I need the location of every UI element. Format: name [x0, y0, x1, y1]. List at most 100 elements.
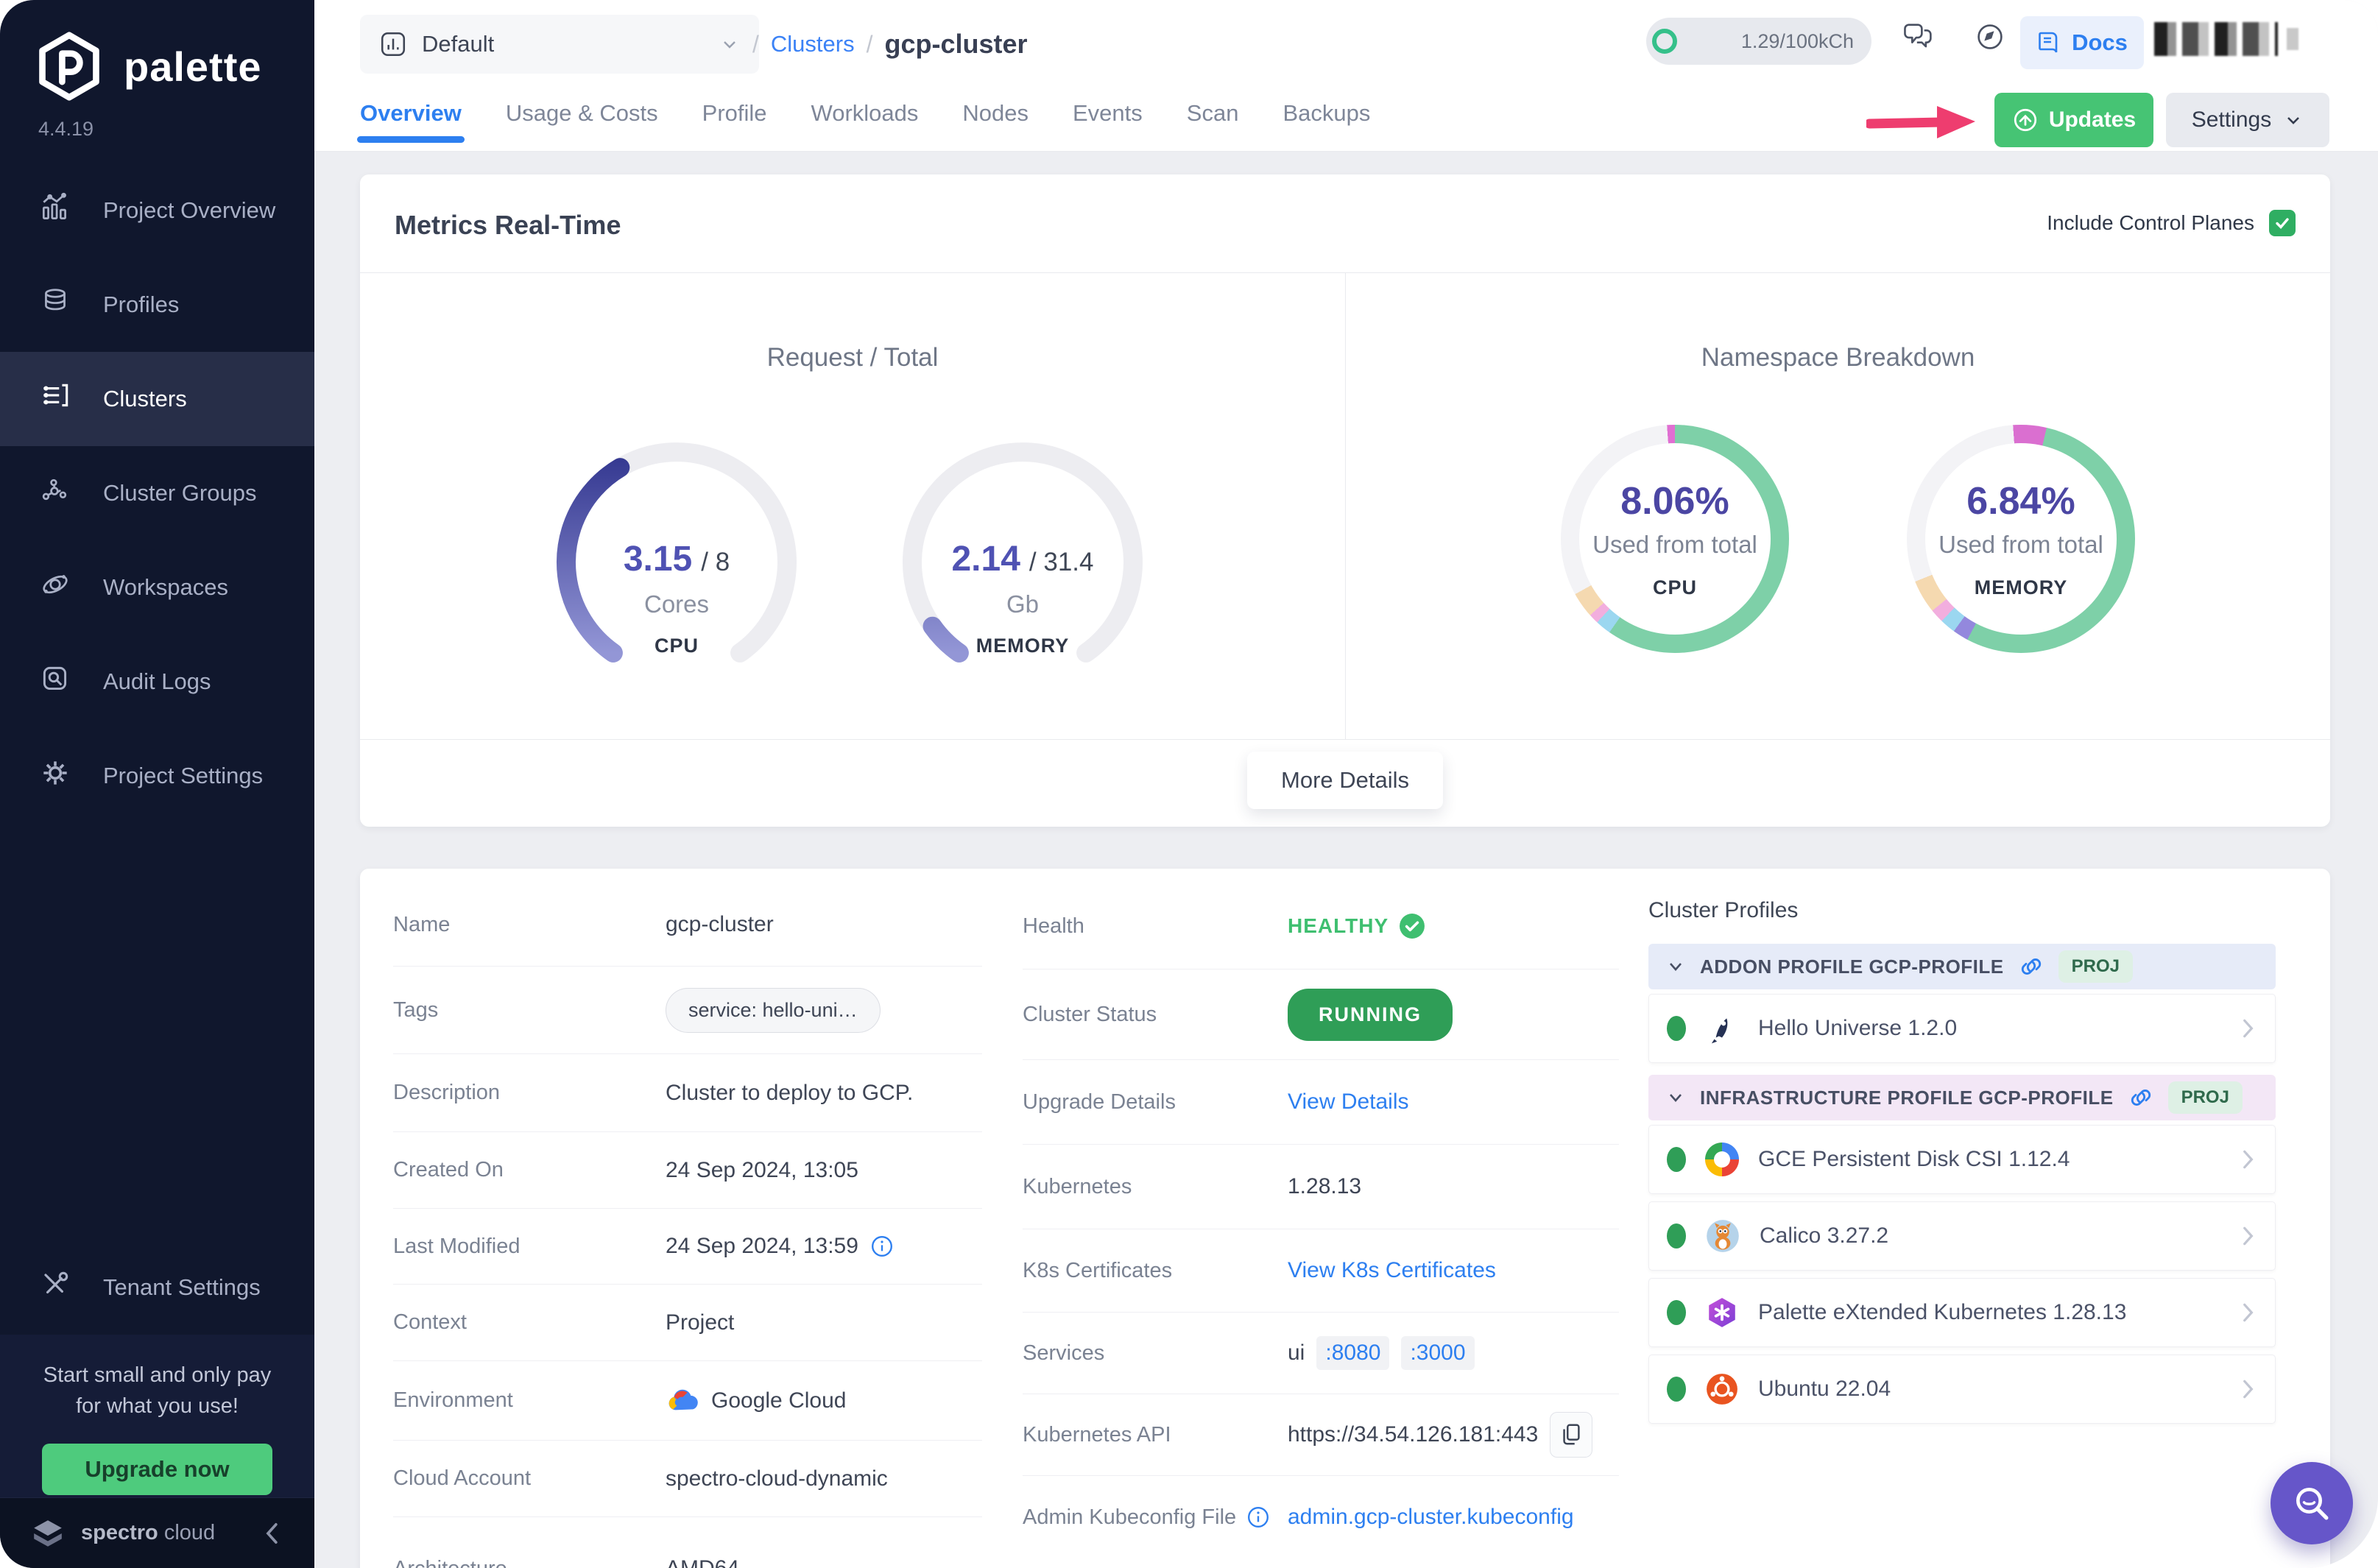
footer-brand: spectro cloud — [81, 1521, 215, 1545]
tab-usage-costs[interactable]: Usage & Costs — [505, 100, 658, 126]
project-selector[interactable]: Default — [360, 15, 759, 74]
detail-label: Cluster Status — [1023, 1002, 1157, 1026]
settings-label: Settings — [2191, 107, 2272, 132]
chevron-right-icon — [2238, 1148, 2257, 1170]
profile-layer-ubuntu[interactable]: Ubuntu 22.04 — [1648, 1355, 2276, 1424]
cpu-gauge: 3.15 / 8 Cores CPU — [551, 437, 802, 688]
detail-row-cloud-account: Cloud Account spectro-cloud-dynamic — [393, 1441, 982, 1517]
gce-disk-logo — [1705, 1143, 1739, 1176]
tab-profile[interactable]: Profile — [702, 100, 767, 126]
detail-row-cluster-status: Cluster Status RUNNING — [1023, 970, 1619, 1060]
memory-donut-label: MEMORY — [1974, 576, 2068, 598]
palette-logo: palette — [34, 31, 262, 102]
profile-layer-name: Hello Universe 1.2.0 — [1758, 1016, 1958, 1040]
sidebar-item-label: Project Settings — [103, 763, 264, 788]
detail-label: Context — [393, 1310, 467, 1334]
profile-layer-gce-csi[interactable]: GCE Persistent Disk CSI 1.12.4 — [1648, 1125, 2276, 1194]
chevron-down-icon — [2287, 117, 2300, 124]
service-port-link[interactable]: :3000 — [1401, 1336, 1475, 1370]
detail-label: Name — [393, 912, 451, 936]
details-status-column: Health HEALTHY Cluster Status RUNNING Up… — [1023, 883, 1619, 1558]
project-selector-value: Default — [422, 31, 495, 57]
tools-icon — [38, 1268, 72, 1307]
include-control-planes-checkbox[interactable] — [2269, 210, 2296, 236]
service-port-link[interactable]: :8080 — [1316, 1336, 1390, 1370]
search-fab[interactable] — [2271, 1462, 2353, 1544]
profile-layer-name: Ubuntu 22.04 — [1758, 1377, 1891, 1401]
memory-gauge: 2.14 / 31.4 Gb MEMORY — [897, 437, 1148, 688]
profile-layer-pxk[interactable]: Palette eXtended Kubernetes 1.28.13 — [1648, 1278, 2276, 1347]
link-icon[interactable] — [2128, 1085, 2153, 1110]
breadcrumb-clusters-link[interactable]: Clusters — [770, 31, 855, 57]
updates-label: Updates — [2048, 107, 2137, 132]
sidebar-item-cluster-groups[interactable]: Cluster Groups — [0, 446, 314, 540]
health-status-text: HEALTHY — [1288, 914, 1389, 937]
view-details-link[interactable]: View Details — [1288, 1090, 1409, 1114]
cpu-gauge-value: 3.15 / 8 — [551, 539, 802, 579]
sidebar-item-profiles[interactable]: Profiles — [0, 258, 314, 352]
kubeconfig-download-link[interactable]: admin.gcp-cluster.kubeconfig — [1288, 1505, 1574, 1529]
sidebar-item-label: Tenant Settings — [103, 1274, 261, 1300]
sidebar-item-label: Profiles — [103, 292, 180, 317]
detail-value: Cluster to deploy to GCP. — [666, 1080, 914, 1105]
sidebar-item-project-overview[interactable]: Project Overview — [0, 163, 314, 258]
docs-button[interactable]: Docs — [2020, 16, 2144, 69]
tab-nodes[interactable]: Nodes — [962, 100, 1029, 126]
sidebar-item-tenant-settings[interactable]: Tenant Settings — [0, 1240, 314, 1335]
detail-label: Tags — [393, 997, 439, 1022]
healthy-check-icon — [1400, 914, 1425, 939]
sidebar-item-project-settings[interactable]: Project Settings — [0, 729, 314, 823]
sidebar-item-label: Clusters — [103, 386, 187, 412]
cluster-profiles-panel: Cluster Profiles ADDON PROFILE GCP-PROFI… — [1648, 898, 2276, 1431]
usage-quota-pill[interactable]: 1.29/100kCh — [1646, 18, 1871, 65]
status-dot — [1667, 1300, 1686, 1325]
infrastructure-profile-header[interactable]: INFRASTRUCTURE PROFILE GCP-PROFILE PROJ — [1648, 1075, 2276, 1120]
footer-brand-bold: spectro — [81, 1521, 158, 1544]
cpu-request-value: 3.15 — [623, 540, 693, 579]
sidebar-item-clusters[interactable]: Clusters — [0, 352, 314, 446]
detail-label: Admin Kubeconfig File — [1023, 1505, 1237, 1529]
collapse-sidebar-icon[interactable] — [261, 1521, 283, 1546]
chat-icon[interactable] — [1901, 21, 1936, 53]
memory-used-percent: 6.84% — [1966, 479, 2075, 523]
copy-icon — [1563, 1424, 1580, 1445]
profile-layer-hello-universe[interactable]: Hello Universe 1.2.0 — [1648, 994, 2276, 1063]
profile-layer-calico[interactable]: Calico 3.27.2 — [1648, 1201, 2276, 1271]
palette-hexagon-icon — [39, 32, 99, 101]
tab-events[interactable]: Events — [1073, 100, 1143, 126]
servers-icon — [38, 379, 72, 419]
settings-button[interactable]: Settings — [2166, 93, 2329, 147]
status-dot — [1667, 1223, 1686, 1249]
info-icon[interactable] — [1246, 1505, 1270, 1529]
view-k8s-certificates-link[interactable]: View K8s Certificates — [1288, 1258, 1496, 1282]
detail-label: Environment — [393, 1388, 513, 1412]
sidebar-item-workspaces[interactable]: Workspaces — [0, 540, 314, 635]
more-details-button[interactable]: More Details — [1247, 752, 1443, 809]
memory-request-value: 2.14 — [951, 540, 1020, 579]
profile-layer-name: Palette eXtended Kubernetes 1.28.13 — [1758, 1300, 2127, 1324]
tab-overview[interactable]: Overview — [357, 100, 465, 143]
sidebar-item-audit-logs[interactable]: Audit Logs — [0, 635, 314, 729]
detail-label: Kubernetes API — [1023, 1422, 1171, 1447]
tag-pill[interactable]: service: hello-uni… — [666, 987, 881, 1033]
detail-row-upgrade-details: Upgrade Details View Details — [1023, 1060, 1619, 1145]
kubernetes-api-url: https://34.54.126.181:443 — [1288, 1422, 1539, 1447]
tab-workloads[interactable]: Workloads — [811, 100, 919, 126]
nodes-icon — [38, 473, 72, 513]
scope-badge: PROJ — [2058, 950, 2133, 983]
detail-value: Google Cloud — [711, 1388, 847, 1413]
footer-brand-light: cloud — [163, 1521, 216, 1544]
user-name-redacted[interactable] — [2154, 22, 2298, 56]
link-icon[interactable] — [2019, 954, 2044, 979]
updates-button[interactable]: Updates — [1994, 93, 2153, 147]
search-icon — [2296, 1488, 2329, 1520]
upgrade-now-button[interactable]: Upgrade now — [42, 1444, 272, 1495]
detail-row-created-on: Created On 24 Sep 2024, 13:05 — [393, 1132, 982, 1209]
tab-backups[interactable]: Backups — [1283, 100, 1371, 126]
addon-profile-header[interactable]: ADDON PROFILE GCP-PROFILE PROJ — [1648, 944, 2276, 989]
status-dot — [1667, 1016, 1686, 1041]
compass-icon[interactable] — [1974, 21, 2006, 53]
copy-button[interactable] — [1550, 1412, 1593, 1458]
info-icon[interactable] — [870, 1235, 894, 1258]
tab-scan[interactable]: Scan — [1186, 100, 1239, 126]
